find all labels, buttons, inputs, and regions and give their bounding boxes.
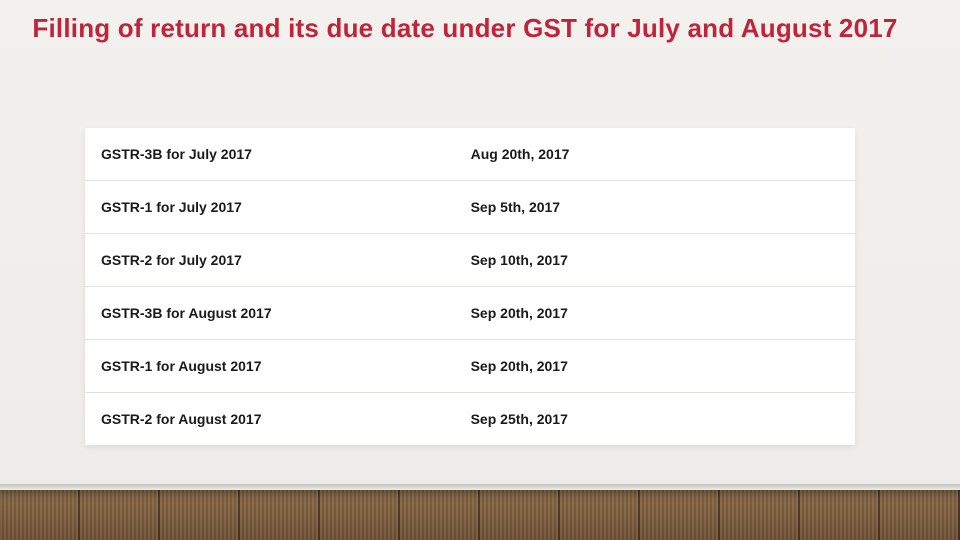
wood-floor-decoration (0, 490, 960, 540)
cell-return: GSTR-3B for July 2017 (85, 128, 455, 181)
cell-due-date: Sep 5th, 2017 (455, 181, 855, 234)
cell-return: GSTR-2 for August 2017 (85, 393, 455, 446)
cell-due-date: Sep 20th, 2017 (455, 340, 855, 393)
table-row: GSTR-1 for August 2017 Sep 20th, 2017 (85, 340, 855, 393)
due-date-table: GSTR-3B for July 2017 Aug 20th, 2017 GST… (85, 128, 855, 445)
table-body: GSTR-3B for July 2017 Aug 20th, 2017 GST… (85, 128, 855, 445)
table-row: GSTR-2 for August 2017 Sep 25th, 2017 (85, 393, 855, 446)
table: GSTR-3B for July 2017 Aug 20th, 2017 GST… (85, 128, 855, 445)
table-row: GSTR-2 for July 2017 Sep 10th, 2017 (85, 234, 855, 287)
cell-return: GSTR-3B for August 2017 (85, 287, 455, 340)
cell-due-date: Sep 20th, 2017 (455, 287, 855, 340)
cell-return: GSTR-2 for July 2017 (85, 234, 455, 287)
table-row: GSTR-3B for August 2017 Sep 20th, 2017 (85, 287, 855, 340)
cell-return: GSTR-1 for July 2017 (85, 181, 455, 234)
cell-due-date: Sep 10th, 2017 (455, 234, 855, 287)
slide: Filling of return and its due date under… (0, 0, 960, 540)
table-row: GSTR-3B for July 2017 Aug 20th, 2017 (85, 128, 855, 181)
page-title: Filling of return and its due date under… (30, 12, 900, 45)
cell-due-date: Sep 25th, 2017 (455, 393, 855, 446)
table-row: GSTR-1 for July 2017 Sep 5th, 2017 (85, 181, 855, 234)
cell-due-date: Aug 20th, 2017 (455, 128, 855, 181)
cell-return: GSTR-1 for August 2017 (85, 340, 455, 393)
